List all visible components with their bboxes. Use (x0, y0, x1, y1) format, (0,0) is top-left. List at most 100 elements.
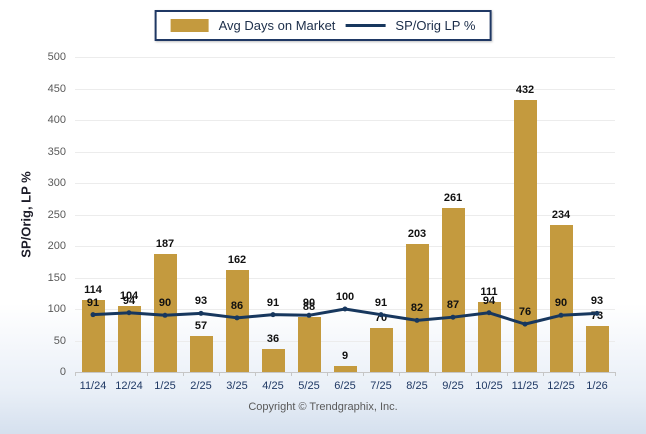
x-tick-label: 2/25 (190, 380, 212, 392)
x-tick-mark (507, 372, 508, 376)
line-point-marker (378, 312, 384, 318)
y-tick-label: 400 (47, 114, 66, 126)
y-axis-title: SP/Orig, LP % (18, 171, 34, 258)
line-value-label: 86 (230, 299, 244, 312)
bar-avg-days (333, 366, 357, 372)
x-tick-mark (111, 372, 112, 376)
line-point-marker (198, 310, 204, 316)
bar-value-label: 234 (551, 208, 571, 221)
bar-value-label: 187 (155, 238, 175, 251)
bar-value-label: 432 (515, 83, 535, 96)
bar-value-label: 203 (407, 228, 427, 241)
x-tick-label: 6/25 (334, 380, 356, 392)
x-tick-label: 8/25 (406, 380, 428, 392)
bar-legend-label: Avg Days on Market (218, 18, 336, 33)
bar-avg-days (189, 336, 213, 372)
y-tick-label: 450 (47, 82, 66, 95)
line-value-label: 100 (335, 291, 355, 303)
line-value-label: 82 (410, 302, 424, 315)
line-point-marker (162, 312, 168, 318)
bar-avg-days (441, 207, 465, 372)
x-tick-mark (219, 372, 220, 376)
y-tick-label: 500 (47, 51, 66, 63)
x-tick-mark (579, 372, 580, 376)
y-gridline (75, 88, 615, 90)
bar-value-label: 162 (227, 253, 247, 266)
bar-avg-days (117, 306, 141, 372)
y-tick-label: 50 (53, 334, 66, 347)
x-tick-mark (255, 372, 256, 376)
line-value-label: 90 (158, 297, 172, 310)
line-value-label: 87 (446, 299, 460, 312)
x-tick-mark (471, 372, 472, 376)
line-point-marker (234, 315, 240, 321)
chart-legend: Avg Days on Market SP/Orig LP % (154, 10, 492, 41)
x-tick-mark (435, 372, 436, 376)
x-tick-mark (615, 372, 616, 376)
bar-value-label: 36 (266, 333, 280, 346)
line-legend-label: SP/Orig LP % (395, 18, 476, 33)
y-tick-label: 350 (47, 145, 66, 158)
line-value-label: 91 (266, 296, 280, 309)
x-tick-label: 1/26 (586, 380, 608, 392)
y-tick-label: 0 (59, 366, 66, 378)
y-tick-label: 250 (47, 208, 66, 221)
x-tick-mark (183, 372, 184, 376)
bar-avg-days (549, 224, 573, 372)
line-value-label: 90 (554, 297, 568, 310)
x-tick-mark (147, 372, 148, 376)
x-tick-label: 10/25 (475, 380, 503, 392)
bar-avg-days (513, 99, 537, 372)
y-gridline (75, 214, 615, 216)
x-tick-mark (363, 372, 364, 376)
x-tick-label: 11/24 (79, 380, 107, 392)
line-value-label: 93 (590, 295, 604, 308)
line-point-marker (486, 310, 492, 316)
x-tick-label: 3/25 (226, 380, 248, 392)
y-gridline (75, 183, 615, 184)
y-gridline (75, 151, 615, 153)
x-tick-label: 12/25 (547, 380, 575, 392)
line-value-label: 91 (374, 296, 388, 309)
bar-value-label: 57 (194, 320, 208, 333)
line-value-label: 91 (86, 296, 100, 309)
bar-avg-days (81, 300, 105, 372)
line-point-marker (270, 312, 276, 318)
line-value-label: 76 (518, 306, 532, 319)
bar-avg-days (261, 349, 285, 372)
line-point-marker (126, 310, 132, 316)
x-tick-label: 4/25 (262, 380, 284, 392)
line-legend-swatch-icon (345, 24, 386, 27)
x-tick-label: 9/25 (442, 380, 464, 392)
x-tick-label: 1/25 (154, 380, 176, 392)
y-gridline (75, 246, 615, 247)
bar-value-label: 88 (302, 300, 316, 313)
x-axis-line (75, 372, 615, 373)
y-gridline (75, 340, 615, 342)
y-tick-label: 200 (47, 240, 66, 252)
line-point-marker (342, 306, 348, 312)
line-value-label: 94 (122, 294, 136, 307)
bar-value-label: 114 (84, 284, 102, 297)
plot-area: 0 50 100 150 200 250 300 350 400 450 500 11/24 12/24… (48, 51, 616, 392)
bar-avg-days (477, 302, 501, 372)
bar-avg-days (405, 244, 429, 372)
y-tick-label: 150 (47, 271, 66, 284)
y-gridline (75, 120, 615, 121)
bar-avg-days (297, 316, 321, 372)
line-value-label: 93 (194, 295, 208, 308)
y-axis-title-container: SP/Orig, LP % (18, 57, 34, 372)
bar-legend-swatch-icon (170, 19, 209, 32)
line-value-label: 94 (482, 294, 496, 307)
x-tick-mark (75, 372, 76, 376)
line-point-marker (414, 317, 420, 323)
y-tick-label: 100 (47, 303, 66, 315)
bar-value-label: 104 (119, 290, 139, 303)
x-tick-label: 11/25 (511, 380, 539, 392)
bar-avg-days (225, 269, 249, 372)
copyright-text: Copyright © Trendgraphix, Inc. (248, 401, 398, 413)
x-tick-mark (327, 372, 328, 376)
x-tick-mark (543, 372, 544, 376)
line-point-marker (558, 312, 564, 318)
